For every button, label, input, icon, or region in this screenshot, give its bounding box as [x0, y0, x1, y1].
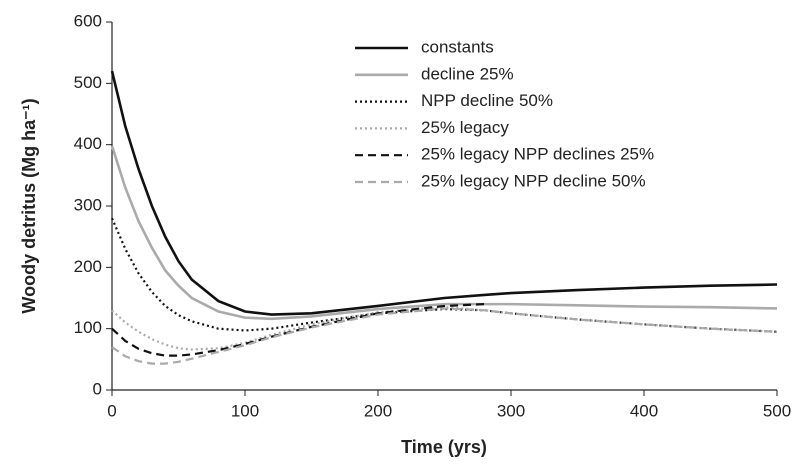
y-tick-label: 300 — [74, 195, 102, 214]
series-line — [111, 307, 778, 365]
legend-label: 25% legacy — [421, 118, 509, 137]
y-axis-label: Woody detritus (Mg ha⁻¹) — [19, 98, 39, 313]
y-tick-label: 100 — [74, 318, 102, 337]
y-tick-label: 600 — [74, 11, 102, 30]
series-line — [110, 217, 778, 333]
legend-label: constants — [421, 37, 494, 56]
series-line — [110, 70, 778, 316]
y-tick-label: 500 — [74, 73, 102, 92]
y-tick-label: 400 — [74, 134, 102, 153]
x-tick-label: 300 — [497, 401, 525, 420]
x-tick-label: 0 — [107, 401, 116, 420]
y-tick-label: 200 — [74, 257, 102, 276]
series-line — [110, 145, 778, 321]
series-line — [111, 306, 778, 351]
x-tick-label: 400 — [630, 401, 658, 420]
x-tick-label: 100 — [231, 401, 259, 420]
y-tick-label: 0 — [93, 379, 102, 398]
legend-label: decline 25% — [421, 64, 514, 83]
x-axis-label: Time (yrs) — [401, 437, 487, 457]
legend-label: NPP decline 50% — [421, 91, 553, 110]
x-tick-label: 200 — [364, 401, 392, 420]
series-line — [111, 303, 485, 357]
legend-label: 25% legacy NPP decline 50% — [421, 171, 646, 190]
legend-label: 25% legacy NPP declines 25% — [421, 145, 654, 164]
x-tick-label: 500 — [763, 401, 791, 420]
